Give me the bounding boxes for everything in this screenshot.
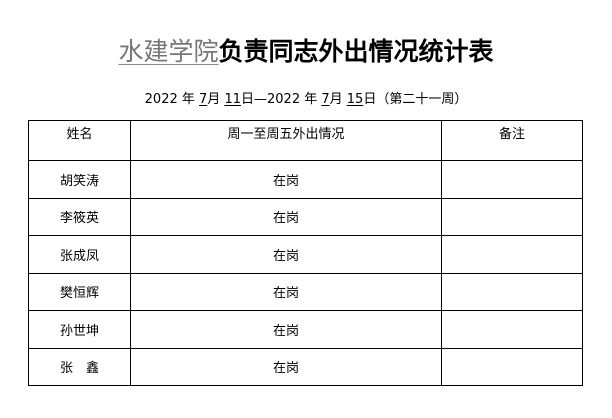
day: 11 (224, 92, 241, 107)
year: 2022 (144, 92, 178, 107)
page-title: 水建学院负责同志外出情况统计表 (0, 32, 612, 68)
table-row: 张成凤 在岗 (28, 235, 583, 274)
cell-status: 在岗 (130, 197, 442, 236)
label: 月 (329, 92, 347, 107)
table-row: 胡笑涛 在岗 (28, 160, 583, 199)
label: 年 (300, 92, 322, 107)
cell-name: 胡笑涛 (28, 160, 131, 199)
table-row: 李筱英 在岗 (28, 197, 583, 236)
cell-note (441, 197, 583, 236)
year: 2022 (267, 92, 301, 107)
header-note: 备注 (441, 120, 583, 161)
header-name: 姓名 (28, 120, 131, 161)
cell-note (441, 272, 583, 311)
month: 7 (199, 92, 208, 107)
label: 日（第二十一周） (363, 92, 468, 107)
header-status: 周一至周五外出情况 (130, 120, 442, 161)
cell-name: 李筱英 (28, 197, 131, 236)
cell-name: 张 鑫 (28, 347, 131, 386)
attendance-table: 姓名 周一至周五外出情况 备注 胡笑涛 在岗 李筱英 在岗 张成凤 在岗 樊恒辉 在岗 孙世坤在… (28, 120, 583, 386)
header-row: 姓名 周一至周五外出情况 备注 (28, 120, 583, 161)
cell-status: 在岗 (130, 160, 442, 199)
cell-note (441, 347, 583, 386)
label: 月 (207, 92, 225, 107)
date-range: 2022 年 7月 11日—2022 年 7月 15日（第二十一周） (0, 88, 612, 107)
cell-note (441, 235, 583, 274)
cell-status: 在岗 (130, 272, 442, 311)
table-row: 樊恒辉 在岗 (28, 272, 583, 311)
cell-note (441, 310, 583, 349)
month: 7 (321, 92, 330, 107)
label: 日— (240, 92, 267, 107)
cell-name: 张成凤 (28, 235, 131, 274)
cell-status: 在岗 (130, 235, 442, 274)
table-row: 孙世坤 在岗 (28, 310, 583, 349)
title-text: 负责同志外出情况统计表 (218, 37, 494, 66)
day: 15 (346, 92, 364, 107)
cell-name: 樊恒辉 (28, 272, 131, 311)
org-name: 水建学院 (118, 37, 219, 66)
cell-status: 在岗 (130, 310, 442, 349)
table-row: 张 鑫在岗 (28, 347, 583, 386)
label: 年 (177, 92, 200, 107)
cell-note (441, 160, 583, 199)
cell-name: 孙世坤 (28, 310, 131, 349)
cell-status: 在岗 (130, 347, 442, 386)
